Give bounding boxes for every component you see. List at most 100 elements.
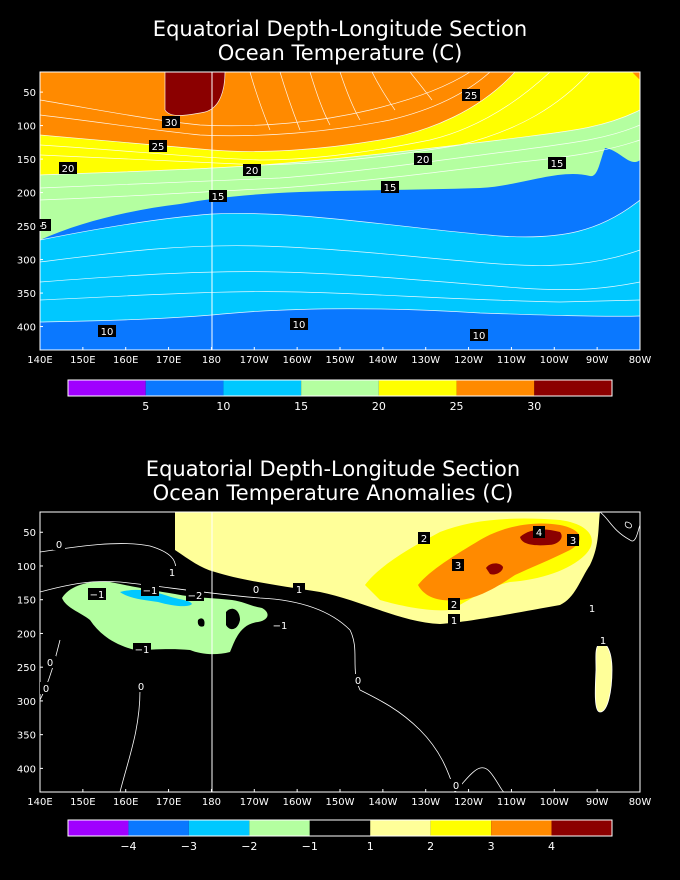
contour-label: −1 (141, 584, 159, 597)
y-tick-label: 400 (17, 764, 36, 775)
x-tick-label: 80W (629, 797, 652, 808)
contour-label-text: −1 (90, 590, 105, 601)
panel-anomaly: Equatorial Depth-Longitude Section Ocean… (17, 457, 652, 853)
colorbar-swatch (145, 380, 224, 396)
contour-label: 5 (37, 219, 51, 232)
contour-label-text: −1 (135, 645, 150, 656)
y-tick-label: 50 (23, 528, 36, 539)
x-tick-label: 150W (326, 797, 355, 808)
contour-label-text: 1 (169, 568, 175, 579)
panel1-colorbar: 5 10 15 20 25 30 (67, 379, 613, 413)
contour-label: 10 (98, 325, 116, 338)
x-tick-label: 160E (113, 355, 138, 366)
contour-label-text: 20 (417, 155, 430, 166)
contour-label-text: 0 (56, 540, 62, 551)
contour-label-text: 2 (421, 534, 427, 545)
panel2-contours (40, 512, 640, 792)
contour-label: −1 (271, 619, 289, 632)
colorbar-swatch (551, 820, 612, 836)
colorbar-tick-label: −3 (181, 840, 197, 853)
contour-label: 25 (462, 89, 480, 102)
contour-label-text: 0 (453, 781, 459, 792)
y-tick-label: 300 (17, 256, 36, 267)
colorbar-tick-label: 5 (142, 400, 149, 413)
colorbar-frame (67, 819, 613, 837)
x-tick-label: 140W (368, 797, 397, 808)
contour-label-text: 1 (589, 604, 595, 615)
y-tick-label: 250 (17, 222, 36, 233)
contour-label-text: 0 (355, 676, 361, 687)
y-tick-label: 100 (17, 122, 36, 133)
panel1-plot-area (40, 72, 640, 350)
contour-label: 1 (586, 602, 598, 615)
colorbar-tick-label: 20 (372, 400, 386, 413)
band-25-30 (40, 72, 515, 152)
panel2-axis-ticks: 140E 150E 160E 170E 180 170W 160W 150W 140W 130W 1… (17, 528, 652, 808)
contour-label: 4 (533, 526, 545, 539)
contour-label: 0 (135, 680, 147, 693)
x-tick-label: 170E (156, 355, 181, 366)
y-tick-label: 200 (17, 629, 36, 640)
contour-label: 10 (290, 318, 308, 331)
band-10-15 (40, 200, 640, 322)
contour-label-text: 4 (536, 528, 542, 539)
colorbar-swatch (456, 380, 535, 396)
contour-label: 15 (209, 190, 227, 203)
band-15-20 (40, 110, 640, 240)
colorbar-swatch (491, 820, 552, 836)
x-tick-label: 140E (27, 797, 52, 808)
y-tick-label: 300 (17, 697, 36, 708)
contour-label: −1 (133, 643, 151, 656)
contour-label-text: 3 (570, 536, 576, 547)
y-tick-label: 400 (17, 323, 36, 334)
anomaly-plus-1-patch (595, 642, 612, 712)
contour-label: 1 (293, 583, 305, 596)
contour-label: 1 (597, 634, 609, 647)
colorbar-swatch (301, 380, 379, 396)
contour-label-text: 20 (62, 164, 75, 175)
x-tick-label: 90W (586, 797, 609, 808)
panel1-contour-labels: 30 25 25 20 20 20 15 15 15 5 10 10 10 (37, 89, 566, 342)
colorbar-tick-label: 4 (548, 840, 555, 853)
contour-label-text: 10 (473, 331, 486, 342)
anomaly-plus-4-small (486, 563, 503, 575)
contour-label-text: 15 (212, 192, 225, 203)
contour-label-text: 10 (101, 327, 114, 338)
x-tick-label: 90W (586, 355, 609, 366)
contour-label: 15 (548, 157, 566, 170)
x-tick-label: 100W (540, 355, 569, 366)
x-tick-label: 140W (368, 355, 397, 366)
contour-label-text: 20 (246, 166, 259, 177)
band-30-plus (165, 72, 225, 116)
colorbar-tick-label: −1 (302, 840, 318, 853)
colorbar-tick-label: 3 (488, 840, 495, 853)
panel1-title-line2: Ocean Temperature (C) (218, 41, 463, 65)
colorbar-tick-label: −2 (241, 840, 257, 853)
contour-label-text: 25 (465, 91, 478, 102)
contour-label: 0 (40, 682, 52, 695)
y-tick-label: 350 (17, 289, 36, 300)
x-tick-label: 150E (70, 355, 95, 366)
panel2-contour-labels: 0 0 0 0 0 0 0 1 1 1 1 1 −1 −1 −1 −1 −2 2… (40, 526, 609, 792)
contour-label-text: −2 (188, 591, 203, 602)
colorbar-tick-label: 10 (216, 400, 230, 413)
panel-temperature: Equatorial Depth-Longitude Section Ocean… (17, 17, 652, 413)
contour-label: 20 (243, 164, 261, 177)
x-tick-label: 180 (202, 355, 221, 366)
contour-label-text: 15 (551, 159, 564, 170)
colorbar-tick-label: 30 (527, 400, 541, 413)
colorbar-swatch (68, 820, 129, 836)
x-tick-label: 110W (497, 355, 526, 366)
x-tick-label: 120W (454, 355, 483, 366)
colorbar-swatch (309, 820, 371, 836)
x-tick-label: 170E (156, 797, 181, 808)
contour-label: 0 (250, 583, 262, 596)
y-tick-label: 50 (23, 88, 36, 99)
x-tick-label: 80W (629, 355, 652, 366)
x-tick-label: 140E (27, 355, 52, 366)
x-tick-label: 150W (326, 355, 355, 366)
contour-label-text: 10 (293, 320, 306, 331)
contour-label-text: 3 (455, 561, 461, 572)
contour-label: 2 (448, 598, 460, 611)
colorbar-frame (67, 379, 613, 397)
